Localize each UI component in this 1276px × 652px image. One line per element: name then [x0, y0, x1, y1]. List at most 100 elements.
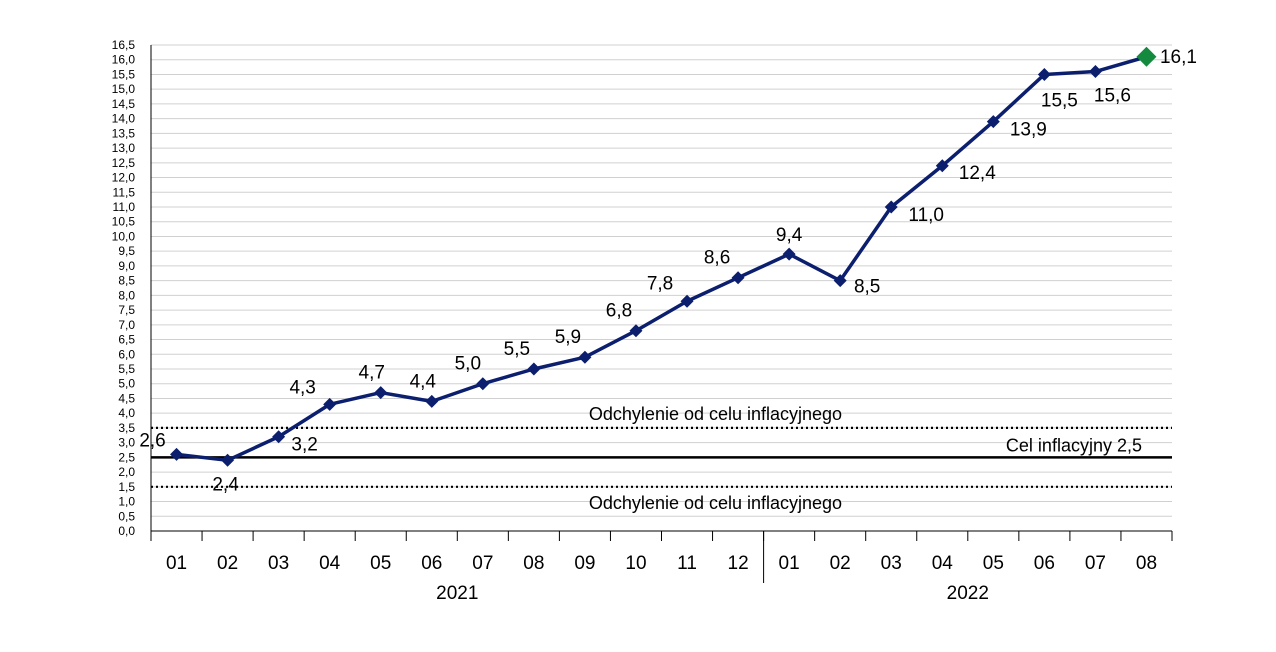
y-tick-label: 13,5 — [112, 126, 136, 140]
data-point-marker — [1136, 46, 1157, 67]
y-tick-label: 9,0 — [118, 259, 135, 273]
series-cpi — [170, 46, 1157, 467]
x-tick-label: 01 — [166, 553, 187, 574]
x-tick-label: 05 — [983, 553, 1004, 574]
y-tick-label: 6,5 — [118, 333, 135, 347]
x-tick-label: 06 — [421, 553, 442, 574]
x-tick-label: 03 — [268, 553, 289, 574]
x-tick-label: 07 — [1085, 553, 1106, 574]
x-tick-label: 08 — [523, 553, 544, 574]
data-label: 4,3 — [289, 377, 315, 398]
data-point-marker — [374, 386, 388, 400]
data-point-marker — [221, 453, 235, 467]
data-label: 7,8 — [647, 273, 673, 294]
data-label: 13,9 — [1010, 120, 1047, 141]
y-tick-label: 8,0 — [118, 288, 135, 302]
data-label: 9,4 — [776, 225, 803, 246]
deviation-line-label: Odchylenie od celu inflacyjnego — [589, 404, 842, 424]
y-tick-label: 0,5 — [118, 509, 135, 523]
data-label: 5,9 — [555, 327, 581, 348]
y-tick-label: 3,0 — [118, 436, 135, 450]
data-point-marker — [782, 247, 796, 261]
y-tick-label: 15,5 — [112, 67, 136, 81]
data-point-marker — [986, 115, 1000, 129]
data-point-marker — [884, 200, 898, 214]
data-point-marker — [935, 159, 949, 173]
x-tick-label: 12 — [728, 553, 749, 574]
x-tick-label: 04 — [932, 553, 954, 574]
y-tick-label: 15,0 — [112, 82, 136, 96]
series-line — [176, 55, 1147, 463]
data-point-marker — [578, 350, 592, 364]
y-tick-label: 14,5 — [112, 97, 136, 111]
x-axis-tick-labels: 01 02 03 04 05 06 07 08 09 10 11 12 01 02 03 04 05 06 07 08 — [166, 553, 1157, 574]
y-tick-label: 16,0 — [112, 53, 136, 67]
data-label: 5,0 — [455, 354, 481, 375]
y-tick-label: 0,0 — [118, 524, 135, 538]
y-tick-label: 16,5 — [112, 38, 136, 52]
data-point-marker — [476, 377, 490, 391]
y-tick-label: 11,5 — [113, 185, 136, 199]
data-point-marker — [425, 394, 439, 408]
data-label: 4,7 — [359, 363, 385, 384]
x-tick-label: 04 — [319, 553, 341, 574]
y-tick-label: 1,5 — [118, 480, 135, 494]
data-label: 8,5 — [854, 277, 880, 298]
data-label: 15,6 — [1094, 86, 1131, 107]
data-label: 5,5 — [504, 339, 530, 360]
x-tick-label: 09 — [574, 553, 595, 574]
data-point-marker — [170, 447, 184, 461]
data-label: 16,1 — [1160, 47, 1197, 68]
y-tick-label: 7,0 — [118, 318, 135, 332]
x-tick-label: 03 — [881, 553, 902, 574]
data-point-marker — [629, 324, 643, 338]
data-label: 15,5 — [1041, 90, 1078, 111]
data-point-marker — [527, 362, 541, 376]
data-label: 6,8 — [606, 301, 632, 322]
data-label: 3,2 — [291, 435, 317, 456]
y-tick-label: 7,5 — [118, 303, 135, 317]
x-tick-label: 08 — [1136, 553, 1157, 574]
y-tick-label: 12,0 — [112, 171, 136, 185]
y-tick-label: 2,5 — [118, 450, 135, 464]
data-label: 11,0 — [908, 205, 944, 226]
data-labels: 2,6 2,4 3,2 4,3 4,7 4,4 5,0 5,5 5,9 6,8 7,8 8,6 9,4 8… — [139, 47, 1197, 496]
year-labels: 2021 2022 — [436, 583, 989, 604]
y-tick-label: 11,0 — [113, 200, 136, 214]
data-point-marker — [833, 274, 847, 288]
gridlines — [151, 44, 1172, 517]
data-point-marker — [272, 430, 286, 444]
year-label: 2021 — [436, 583, 478, 604]
y-tick-label: 4,5 — [118, 391, 135, 405]
y-tick-label: 14,0 — [112, 112, 136, 126]
x-tick-label: 10 — [625, 553, 646, 574]
data-point-marker — [731, 271, 745, 285]
reference-lines: Odchylenie od celu inflacyjnego Cel infla… — [151, 404, 1172, 513]
y-tick-label: 10,5 — [112, 215, 136, 229]
data-point-marker — [323, 397, 337, 411]
data-label: 8,6 — [704, 248, 730, 269]
y-tick-label: 1,0 — [118, 495, 135, 509]
y-tick-label: 6,0 — [118, 347, 135, 361]
y-axis-tick-labels: 0,00,51,01,52,02,53,03,54,04,55,05,56,06… — [112, 38, 136, 538]
x-tick-label: 01 — [779, 553, 800, 574]
data-point-marker — [680, 294, 694, 308]
data-label: 12,4 — [959, 163, 996, 184]
x-tick-label: 11 — [677, 553, 697, 574]
data-label: 2,6 — [139, 430, 165, 451]
data-label: 4,4 — [410, 371, 437, 392]
y-tick-label: 2,0 — [118, 465, 135, 479]
data-point-marker — [1037, 67, 1051, 81]
y-tick-label: 3,5 — [118, 421, 135, 435]
year-label: 2022 — [947, 583, 989, 604]
target-line-label: Cel inflacyjny 2,5 — [1006, 435, 1142, 455]
y-tick-label: 8,5 — [118, 274, 135, 288]
x-tick-label: 02 — [217, 553, 238, 574]
y-tick-label: 4,0 — [118, 406, 135, 420]
y-tick-label: 10,0 — [112, 229, 136, 243]
y-tick-label: 12,5 — [112, 156, 136, 170]
y-tick-label: 13,0 — [112, 141, 136, 155]
x-tick-label: 02 — [830, 553, 851, 574]
x-tick-label: 06 — [1034, 553, 1055, 574]
